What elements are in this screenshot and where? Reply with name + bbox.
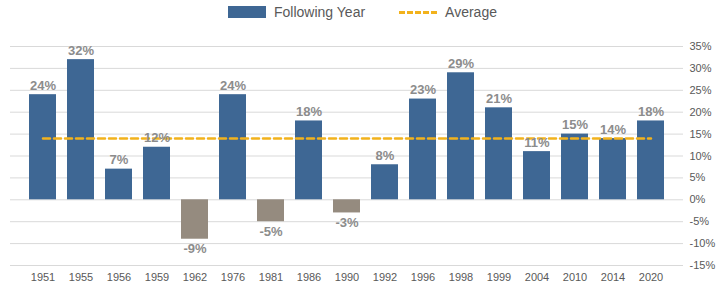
svg-text:-15%: -15% <box>690 259 716 271</box>
svg-text:24%: 24% <box>30 78 56 93</box>
svg-text:2004: 2004 <box>525 271 549 283</box>
svg-text:1992: 1992 <box>373 271 397 283</box>
html-text:Average: Average <box>445 4 497 20</box>
svg-text:1981: 1981 <box>259 271 283 283</box>
svg-text:-3%: -3% <box>335 215 359 230</box>
svg-text:1976: 1976 <box>221 271 245 283</box>
svg-text:15%: 15% <box>562 117 588 132</box>
svg-text:32%: 32% <box>68 43 94 58</box>
svg-text:1956: 1956 <box>107 271 131 283</box>
svg-text:1962: 1962 <box>183 271 207 283</box>
svg-text:1955: 1955 <box>69 271 93 283</box>
svg-text:29%: 29% <box>448 56 474 71</box>
svg-text:1996: 1996 <box>411 271 435 283</box>
svg-text:1986: 1986 <box>297 271 321 283</box>
svg-text:20%: 20% <box>690 106 712 118</box>
svg-text:18%: 18% <box>296 104 322 119</box>
svg-text:1999: 1999 <box>487 271 511 283</box>
svg-text:-5%: -5% <box>259 224 283 239</box>
svg-text:-10%: -10% <box>690 237 716 249</box>
svg-text:2010: 2010 <box>563 271 587 283</box>
svg-text:1959: 1959 <box>145 271 169 283</box>
svg-text:-9%: -9% <box>183 241 207 256</box>
html-text:Following Year: Following Year <box>274 4 366 20</box>
svg-text:8%: 8% <box>376 148 395 163</box>
svg-text:2020: 2020 <box>639 271 663 283</box>
svg-text:25%: 25% <box>690 84 712 96</box>
svg-text:10%: 10% <box>690 150 712 162</box>
svg-text:23%: 23% <box>410 82 436 97</box>
svg-text:7%: 7% <box>110 152 129 167</box>
svg-text:5%: 5% <box>690 171 706 183</box>
svg-text:11%: 11% <box>524 135 550 150</box>
svg-text:0%: 0% <box>690 193 706 205</box>
svg-text:18%: 18% <box>638 104 664 119</box>
svg-text:15%: 15% <box>690 128 712 140</box>
svg-text:21%: 21% <box>486 91 512 106</box>
svg-text:24%: 24% <box>220 78 246 93</box>
svg-text:1998: 1998 <box>449 271 473 283</box>
svg-text:1990: 1990 <box>335 271 359 283</box>
svg-text:35%: 35% <box>690 40 712 52</box>
svg-text:14%: 14% <box>600 122 626 137</box>
svg-text:2014: 2014 <box>601 271 625 283</box>
svg-text:30%: 30% <box>690 62 712 74</box>
svg-text:-5%: -5% <box>690 215 710 227</box>
svg-text:12%: 12% <box>144 130 170 145</box>
svg-text:1951: 1951 <box>31 271 55 283</box>
